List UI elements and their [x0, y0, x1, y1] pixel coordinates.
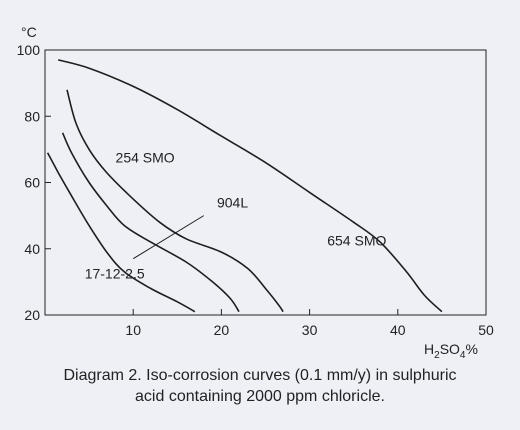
- y-axis-label: °C: [21, 24, 37, 40]
- series-lines: [46, 59, 443, 313]
- series-label-17-12-2-5: 17-12-2.5: [85, 266, 145, 282]
- x-tick-label: 40: [390, 322, 406, 338]
- x-axis-label-sub2: 2: [434, 350, 440, 361]
- caption-line-1: Diagram 2. Iso-corrosion curves (0.1 mm/…: [63, 367, 457, 384]
- x-axis-ticks: 10 20 30 40 50: [44, 309, 494, 338]
- caption-line-2: acid containing 2000 ppm chloricle.: [135, 388, 385, 405]
- y-axis-ticks: 20 40 60 80 100: [17, 42, 51, 323]
- series-line-654-smo: [57, 59, 443, 313]
- x-axis-label-so: SO: [440, 341, 460, 357]
- x-axis-label: H2SO4%: [424, 341, 478, 361]
- x-axis-label-sub4: 4: [460, 350, 466, 361]
- x-tick-label: 10: [125, 322, 141, 338]
- series-label-254-smo: 254 SMO: [116, 150, 175, 166]
- series-line-254-smo: [66, 89, 284, 313]
- series-label-904l: 904L: [217, 194, 248, 210]
- y-tick-label: 80: [24, 108, 40, 124]
- series-label-654-smo: 654 SMO: [327, 232, 386, 248]
- x-axis-label-pct: %: [465, 341, 477, 357]
- figure-caption: Diagram 2. Iso-corrosion curves (0.1 mm/…: [20, 365, 500, 407]
- leader-line-904l: [132, 215, 205, 260]
- x-tick-label: 30: [302, 322, 318, 338]
- y-tick-label: 60: [24, 175, 40, 191]
- series-line-17-12-2-5: [46, 152, 196, 313]
- series-line-904l: [61, 132, 240, 313]
- x-axis-label-h: H: [424, 341, 434, 357]
- series-labels: 654 SMO 254 SMO 904L 17-12-2.5: [85, 150, 387, 282]
- iso-corrosion-chart: 20 40 60 80 100 10 20 30 40 50 °C H2SO4% 654 SMO…: [17, 24, 494, 361]
- x-tick-label: 50: [478, 322, 494, 338]
- y-tick-label: 100: [17, 42, 41, 58]
- y-tick-label: 40: [24, 241, 40, 257]
- x-tick-label: 20: [214, 322, 230, 338]
- y-tick-label: 20: [24, 307, 40, 323]
